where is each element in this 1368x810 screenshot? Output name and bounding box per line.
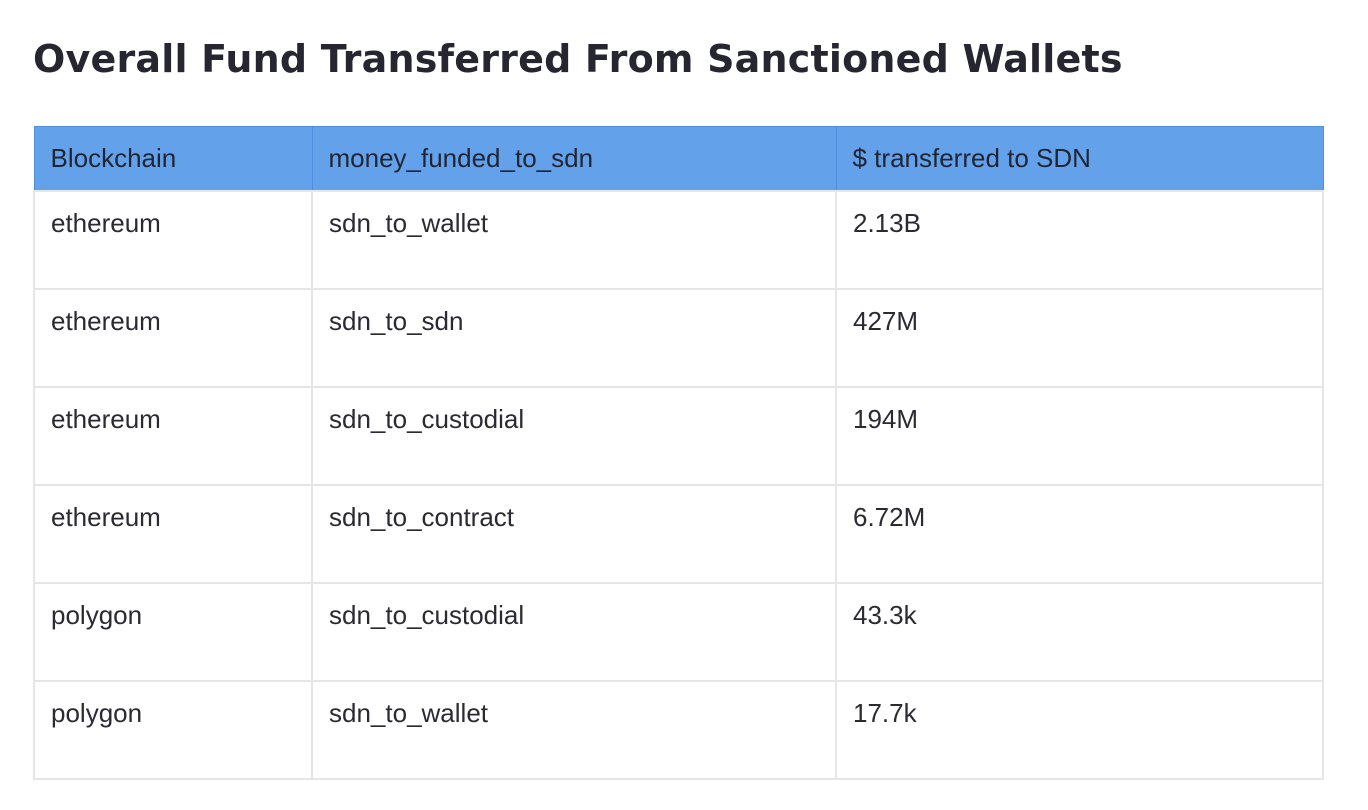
cell-blockchain: polygon: [33, 679, 313, 780]
table-row: ethereum sdn_to_wallet 2.13B: [33, 189, 1324, 290]
table-header: Blockchain money_funded_to_sdn $ transfe…: [33, 126, 1324, 191]
column-header-transferred-to-sdn[interactable]: $ transferred to SDN: [835, 126, 1324, 191]
cell-blockchain: ethereum: [33, 189, 313, 290]
cell-money-funded-to-sdn: sdn_to_wallet: [311, 679, 837, 780]
table-row: polygon sdn_to_wallet 17.7k: [33, 679, 1324, 780]
cell-transferred-to-sdn: 427M: [835, 287, 1324, 388]
column-header-money-funded-to-sdn[interactable]: money_funded_to_sdn: [311, 126, 837, 191]
cell-blockchain: ethereum: [33, 385, 313, 486]
cell-blockchain: ethereum: [33, 287, 313, 388]
cell-money-funded-to-sdn: sdn_to_contract: [311, 483, 837, 584]
table-row: ethereum sdn_to_contract 6.72M: [33, 483, 1324, 584]
cell-transferred-to-sdn: 2.13B: [835, 189, 1324, 290]
table-header-row: Blockchain money_funded_to_sdn $ transfe…: [33, 126, 1324, 191]
cell-money-funded-to-sdn: sdn_to_wallet: [311, 189, 837, 290]
table-row: ethereum sdn_to_custodial 194M: [33, 385, 1324, 486]
table-row: polygon sdn_to_custodial 43.3k: [33, 581, 1324, 682]
cell-money-funded-to-sdn: sdn_to_sdn: [311, 287, 837, 388]
cell-money-funded-to-sdn: sdn_to_custodial: [311, 581, 837, 682]
cell-transferred-to-sdn: 17.7k: [835, 679, 1324, 780]
cell-blockchain: ethereum: [33, 483, 313, 584]
table-body: ethereum sdn_to_wallet 2.13B ethereum sd…: [33, 189, 1324, 780]
cell-transferred-to-sdn: 194M: [835, 385, 1324, 486]
cell-transferred-to-sdn: 6.72M: [835, 483, 1324, 584]
fund-transfer-table: Blockchain money_funded_to_sdn $ transfe…: [33, 126, 1324, 780]
data-table-container: Blockchain money_funded_to_sdn $ transfe…: [33, 126, 1324, 780]
cell-transferred-to-sdn: 43.3k: [835, 581, 1324, 682]
table-row: ethereum sdn_to_sdn 427M: [33, 287, 1324, 388]
cell-blockchain: polygon: [33, 581, 313, 682]
column-header-blockchain[interactable]: Blockchain: [33, 126, 313, 191]
cell-money-funded-to-sdn: sdn_to_custodial: [311, 385, 837, 486]
page-title: Overall Fund Transferred From Sanctioned…: [33, 37, 1123, 81]
